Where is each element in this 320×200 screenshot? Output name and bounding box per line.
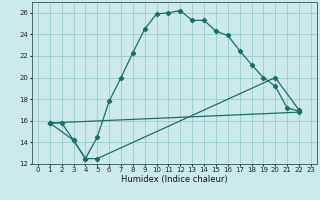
X-axis label: Humidex (Indice chaleur): Humidex (Indice chaleur) xyxy=(121,175,228,184)
